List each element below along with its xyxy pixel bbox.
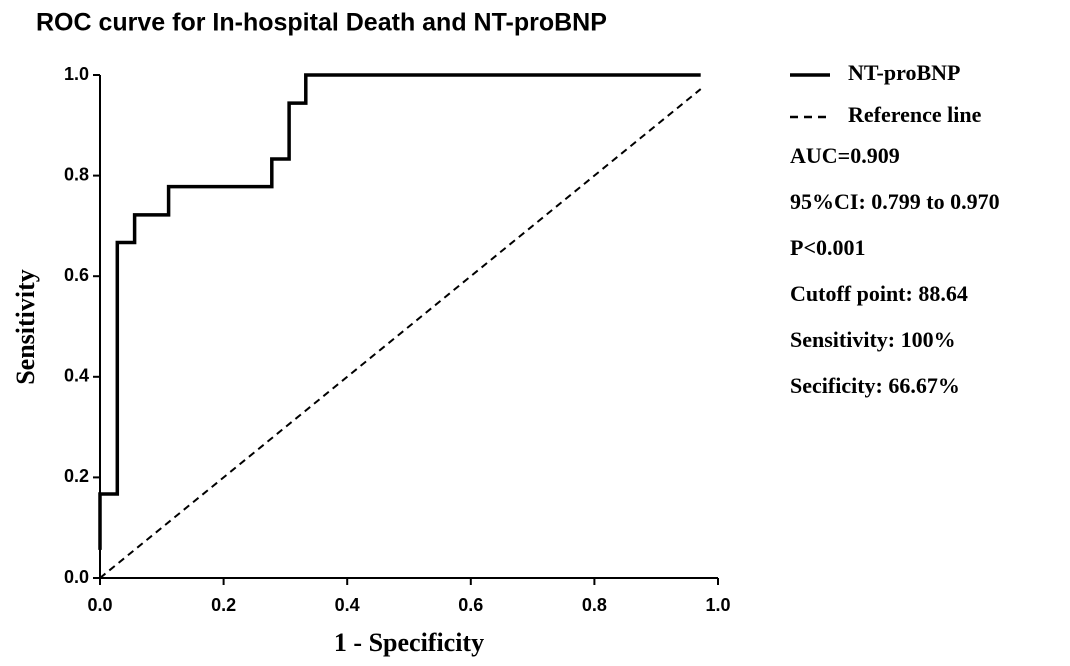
x-axis-label: 1 - Specificity: [334, 628, 484, 657]
annotation: Cutoff point: 88.64: [790, 281, 968, 306]
x-tick-label: 0.2: [211, 595, 236, 615]
roc-line: [98, 73, 701, 550]
y-tick-label: 0.8: [64, 164, 89, 184]
y-tick-label: 0.6: [64, 265, 89, 285]
annotation: Secificity: 66.67%: [790, 373, 960, 398]
annotation: P<0.001: [790, 235, 865, 260]
y-tick-label: 0.4: [64, 366, 89, 386]
y-tick-label: 0.0: [64, 567, 89, 587]
annotation: Sensitivity: 100%: [790, 327, 956, 352]
y-axis-label: Sensitivity: [11, 269, 40, 385]
x-tick-label: 0.6: [458, 595, 483, 615]
x-tick-label: 1.0: [705, 595, 730, 615]
legend-label: Reference line: [848, 102, 982, 127]
legend-label: NT-proBNP: [848, 60, 960, 85]
annotation: AUC=0.909: [790, 143, 900, 168]
annotation: 95%CI: 0.799 to 0.970: [790, 189, 1000, 214]
chart-title: ROC curve for In-hospital Death and NT-p…: [36, 9, 607, 37]
roc-line: [99, 88, 702, 579]
x-tick-label: 0.4: [335, 595, 360, 615]
x-tick-label: 0.8: [582, 595, 607, 615]
y-tick-label: 1.0: [64, 64, 89, 84]
y-tick-label: 0.2: [64, 466, 89, 486]
x-tick-label: 0.0: [87, 595, 112, 615]
